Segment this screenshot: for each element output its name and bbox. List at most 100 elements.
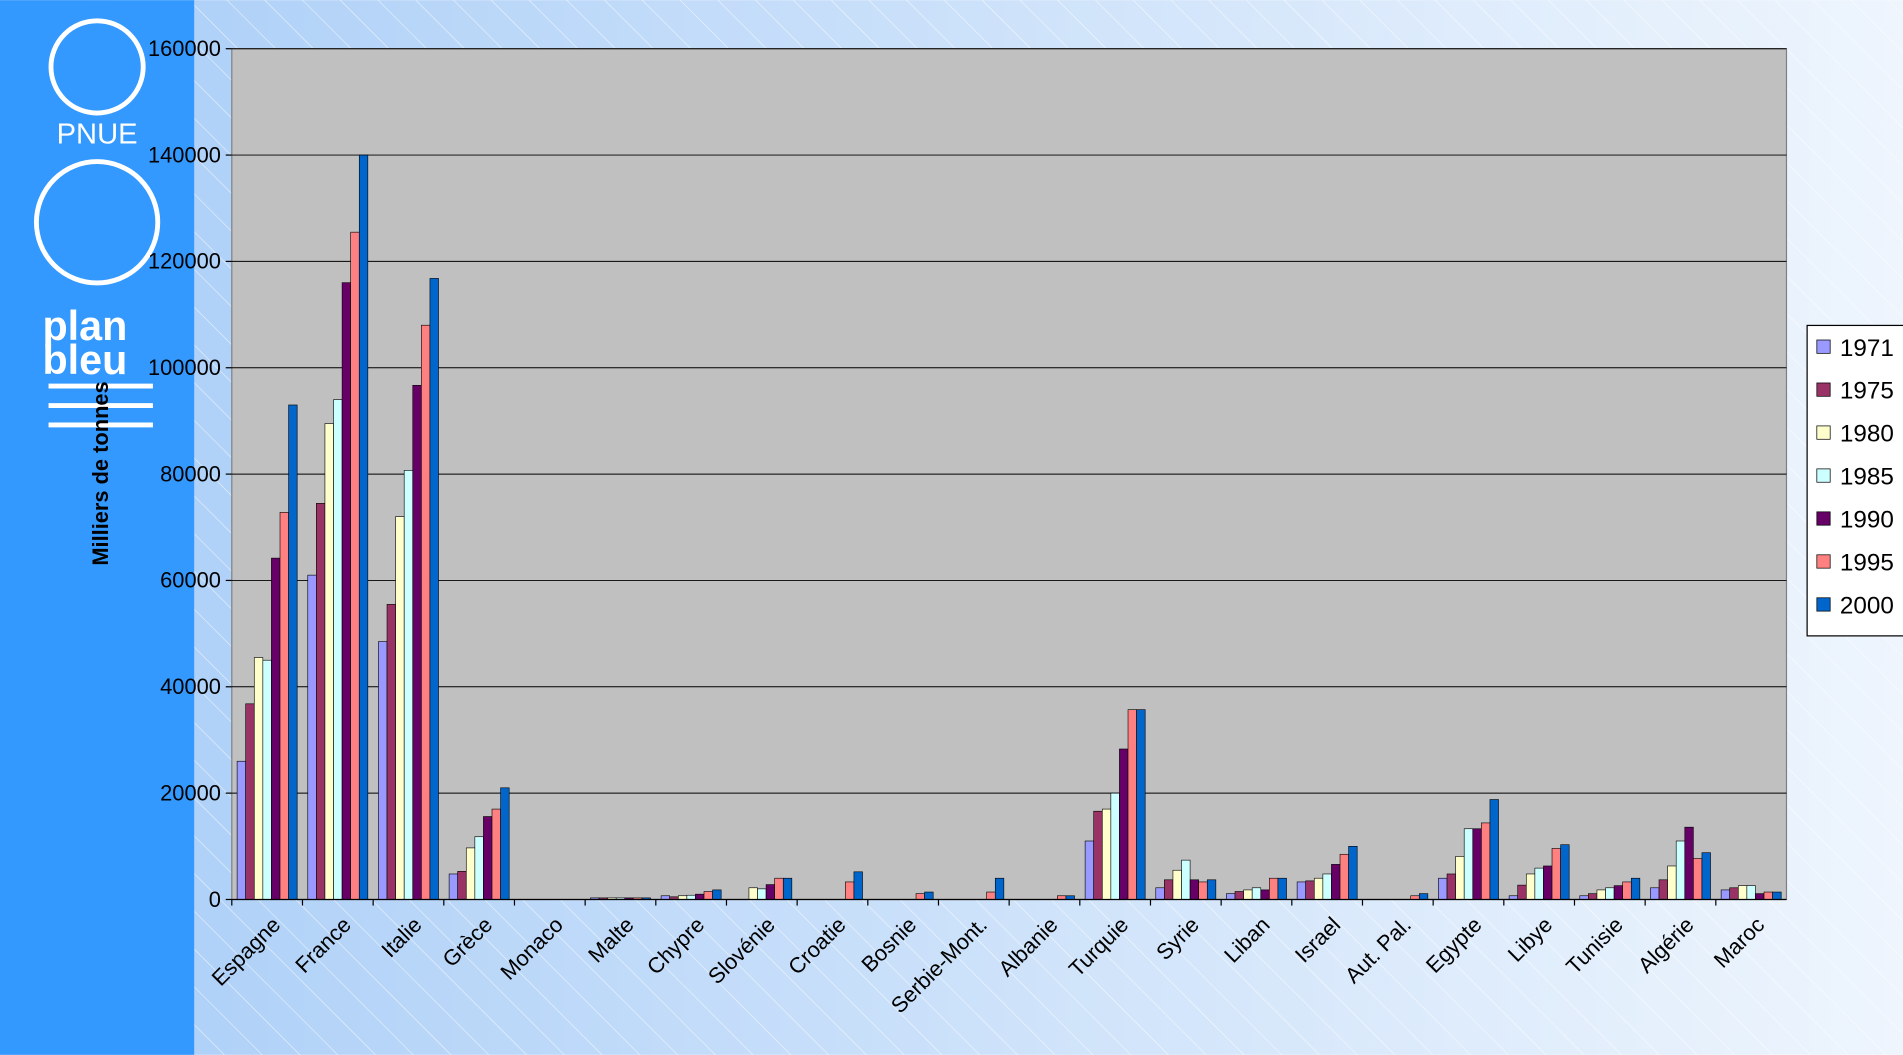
legend-swatch bbox=[1816, 339, 1831, 354]
bar bbox=[1543, 865, 1553, 900]
bar bbox=[350, 231, 360, 900]
bar bbox=[1746, 885, 1756, 900]
bar bbox=[1234, 891, 1244, 900]
legend-label: 1975 bbox=[1840, 378, 1894, 405]
legend-label: 1990 bbox=[1840, 507, 1894, 534]
y-tick-label: 80000 bbox=[160, 461, 221, 486]
bar bbox=[1296, 881, 1307, 900]
side-band bbox=[0, 0, 195, 1055]
bar bbox=[686, 894, 696, 900]
bar bbox=[1313, 877, 1324, 900]
bar bbox=[1622, 881, 1632, 900]
bar bbox=[1181, 859, 1191, 900]
legend-label: 1995 bbox=[1840, 550, 1894, 577]
bar bbox=[695, 893, 705, 900]
y-tick-label: 100000 bbox=[148, 355, 221, 380]
bar bbox=[1605, 887, 1615, 900]
bar bbox=[253, 657, 264, 900]
bar bbox=[1525, 873, 1536, 900]
logo-text: PNUE bbox=[57, 118, 138, 150]
bar bbox=[1472, 828, 1482, 900]
bar bbox=[1101, 808, 1112, 900]
bar bbox=[457, 870, 467, 900]
bar bbox=[1155, 887, 1165, 900]
bar bbox=[1737, 885, 1748, 900]
legend-label: 1985 bbox=[1840, 464, 1894, 491]
bar bbox=[279, 512, 289, 900]
bar bbox=[316, 503, 326, 900]
bar bbox=[1701, 852, 1711, 900]
bar bbox=[324, 423, 334, 900]
bar bbox=[757, 888, 767, 900]
bar bbox=[1755, 893, 1765, 900]
legend-swatch bbox=[1816, 554, 1831, 569]
bar bbox=[1198, 881, 1208, 900]
y-tick-label: 120000 bbox=[148, 249, 221, 274]
bar bbox=[288, 404, 298, 900]
bar bbox=[1463, 828, 1474, 900]
y-tick-label: 60000 bbox=[160, 568, 221, 593]
bar bbox=[1206, 879, 1217, 900]
bar bbox=[245, 703, 255, 900]
bar bbox=[1693, 858, 1703, 900]
legend-swatch bbox=[1816, 468, 1831, 483]
bar bbox=[1667, 865, 1677, 900]
bar bbox=[500, 787, 510, 900]
legend-swatch bbox=[1816, 382, 1831, 397]
bar bbox=[474, 836, 484, 900]
legend-label: 1971 bbox=[1840, 335, 1894, 362]
y-tick-label: 160000 bbox=[148, 36, 221, 61]
bar bbox=[1136, 709, 1146, 900]
bar bbox=[1277, 877, 1287, 900]
y-tick-label: 0 bbox=[209, 887, 221, 912]
bar bbox=[341, 282, 351, 900]
bar bbox=[1305, 880, 1315, 900]
bar bbox=[1658, 879, 1668, 900]
legend-swatch bbox=[1816, 511, 1831, 526]
bar bbox=[1772, 891, 1782, 900]
y-axis-title: Milliers de tonnes bbox=[88, 381, 113, 565]
bar bbox=[1260, 889, 1270, 900]
bar bbox=[465, 847, 476, 900]
bar bbox=[307, 574, 317, 900]
bar bbox=[1517, 884, 1527, 900]
bar bbox=[1613, 885, 1623, 900]
bar bbox=[1481, 822, 1491, 900]
bar bbox=[483, 816, 493, 900]
bar bbox=[1093, 810, 1103, 900]
bar bbox=[1339, 853, 1349, 900]
legend-label: 1980 bbox=[1840, 421, 1894, 448]
bar bbox=[924, 891, 934, 900]
bar bbox=[1675, 840, 1686, 900]
bar bbox=[421, 324, 431, 900]
bar bbox=[271, 557, 281, 900]
bar bbox=[1127, 709, 1137, 900]
bar bbox=[1588, 893, 1598, 900]
bar bbox=[774, 877, 784, 900]
logo-shapes bbox=[33, 18, 161, 428]
bar bbox=[491, 808, 501, 900]
bar bbox=[1534, 867, 1544, 900]
bar bbox=[765, 884, 775, 900]
bar bbox=[1560, 844, 1570, 900]
bar bbox=[1650, 887, 1660, 900]
bar bbox=[1251, 887, 1262, 900]
bar bbox=[994, 877, 1005, 900]
bar bbox=[1110, 792, 1120, 900]
bar bbox=[429, 278, 439, 900]
legend-label: 2000 bbox=[1840, 593, 1894, 620]
bar bbox=[1720, 889, 1731, 900]
bar bbox=[1331, 864, 1341, 900]
bar bbox=[845, 881, 855, 900]
bar bbox=[1684, 826, 1694, 900]
y-tick-label: 20000 bbox=[160, 780, 221, 805]
bar bbox=[236, 760, 246, 900]
bar bbox=[1729, 887, 1739, 900]
bar bbox=[915, 893, 925, 900]
bar bbox=[262, 659, 272, 900]
bar bbox=[782, 877, 793, 900]
bar bbox=[1226, 893, 1236, 900]
bar bbox=[1189, 879, 1199, 900]
